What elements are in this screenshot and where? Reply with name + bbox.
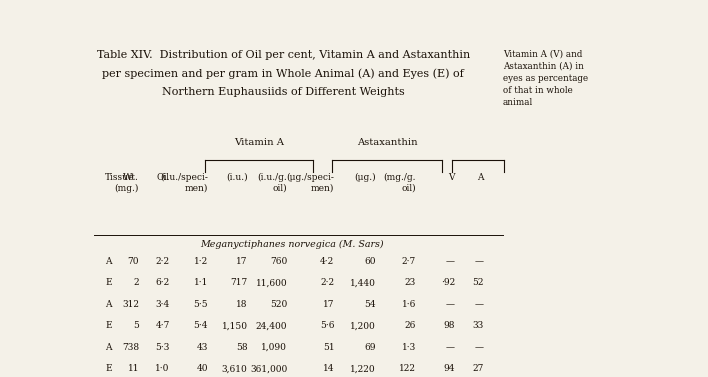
Text: 717: 717 <box>230 278 248 287</box>
Text: 1·0: 1·0 <box>155 364 170 373</box>
Text: 58: 58 <box>236 343 248 352</box>
Text: 69: 69 <box>365 343 376 352</box>
Text: 43: 43 <box>197 343 208 352</box>
Text: 520: 520 <box>270 300 287 309</box>
Text: —: — <box>446 343 455 352</box>
Text: 11,600: 11,600 <box>256 278 287 287</box>
Text: 17: 17 <box>236 257 248 266</box>
Text: (i.u.): (i.u.) <box>226 173 248 182</box>
Text: (i.u./g.
oil): (i.u./g. oil) <box>258 173 287 193</box>
Text: Wt.
(mg.): Wt. (mg.) <box>115 173 139 193</box>
Text: Tissue: Tissue <box>105 173 135 182</box>
Text: 760: 760 <box>270 257 287 266</box>
Text: 70: 70 <box>127 257 139 266</box>
Text: 2: 2 <box>133 278 139 287</box>
Text: 18: 18 <box>236 300 248 309</box>
Text: 1,200: 1,200 <box>350 321 376 330</box>
Text: 312: 312 <box>122 300 139 309</box>
Text: —: — <box>446 257 455 266</box>
Text: 11: 11 <box>127 364 139 373</box>
Text: 3,610: 3,610 <box>222 364 248 373</box>
Text: 738: 738 <box>122 343 139 352</box>
Text: (mg./g.
oil): (mg./g. oil) <box>384 173 416 193</box>
Text: 4·7: 4·7 <box>155 321 170 330</box>
Text: 98: 98 <box>443 321 455 330</box>
Text: 23: 23 <box>405 278 416 287</box>
Text: A: A <box>105 343 111 352</box>
Text: 27: 27 <box>472 364 484 373</box>
Text: ·92: ·92 <box>441 278 455 287</box>
Text: 6·2: 6·2 <box>156 278 170 287</box>
Text: 52: 52 <box>472 278 484 287</box>
Text: 51: 51 <box>323 343 334 352</box>
Text: 5·5: 5·5 <box>193 300 208 309</box>
Text: —: — <box>474 343 484 352</box>
Text: 14: 14 <box>323 364 334 373</box>
Text: (μg./speci-
men): (μg./speci- men) <box>287 173 334 193</box>
Text: 1·1: 1·1 <box>194 278 208 287</box>
Text: A: A <box>105 257 111 266</box>
Text: 1·2: 1·2 <box>194 257 208 266</box>
Text: —: — <box>474 300 484 309</box>
Text: 3·4: 3·4 <box>156 300 170 309</box>
Text: 2·7: 2·7 <box>402 257 416 266</box>
Text: 24,400: 24,400 <box>256 321 287 330</box>
Text: 1,440: 1,440 <box>350 278 376 287</box>
Text: E: E <box>105 364 112 373</box>
Text: 94: 94 <box>443 364 455 373</box>
Text: 40: 40 <box>197 364 208 373</box>
Text: Meganyctiphanes norvegica (M. Sars): Meganyctiphanes norvegica (M. Sars) <box>200 240 383 249</box>
Text: 122: 122 <box>399 364 416 373</box>
Text: (i.u./speci-
men): (i.u./speci- men) <box>160 173 208 193</box>
Text: 1,150: 1,150 <box>222 321 248 330</box>
Text: 54: 54 <box>365 300 376 309</box>
Text: A: A <box>105 300 111 309</box>
Text: 26: 26 <box>405 321 416 330</box>
Text: (μg.): (μg.) <box>355 173 376 182</box>
Text: Table XIV.  Distribution of Oil per cent, Vitamin A and Astaxanthin: Table XIV. Distribution of Oil per cent,… <box>97 50 470 60</box>
Text: 5·4: 5·4 <box>193 321 208 330</box>
Text: Astaxanthin: Astaxanthin <box>357 138 417 147</box>
Text: 60: 60 <box>365 257 376 266</box>
Text: E: E <box>105 321 112 330</box>
Text: 17: 17 <box>323 300 334 309</box>
Text: 2·2: 2·2 <box>320 278 334 287</box>
Text: Oil: Oil <box>156 173 170 182</box>
Text: per specimen and per gram in Whole Animal (A) and Eyes (E) of: per specimen and per gram in Whole Anima… <box>103 69 464 79</box>
Text: 4·2: 4·2 <box>320 257 334 266</box>
Text: E: E <box>105 278 112 287</box>
Text: 5·6: 5·6 <box>320 321 334 330</box>
Text: A: A <box>477 173 484 182</box>
Text: Vitamin A (V) and
Astaxanthin (A) in
eyes as percentage
of that in whole
animal: Vitamin A (V) and Astaxanthin (A) in eye… <box>503 50 588 107</box>
Text: 5·3: 5·3 <box>155 343 170 352</box>
Text: —: — <box>446 300 455 309</box>
Text: V: V <box>449 173 455 182</box>
Text: 1·3: 1·3 <box>402 343 416 352</box>
Text: 33: 33 <box>472 321 484 330</box>
Text: —: — <box>474 257 484 266</box>
Text: Northern Euphausiids of Different Weights: Northern Euphausiids of Different Weight… <box>162 87 405 97</box>
Text: 361,000: 361,000 <box>250 364 287 373</box>
Text: 5: 5 <box>133 321 139 330</box>
Text: 1·6: 1·6 <box>401 300 416 309</box>
Text: 2·2: 2·2 <box>156 257 170 266</box>
Text: Vitamin A: Vitamin A <box>234 138 285 147</box>
Text: 1,090: 1,090 <box>261 343 287 352</box>
Text: 1,220: 1,220 <box>350 364 376 373</box>
